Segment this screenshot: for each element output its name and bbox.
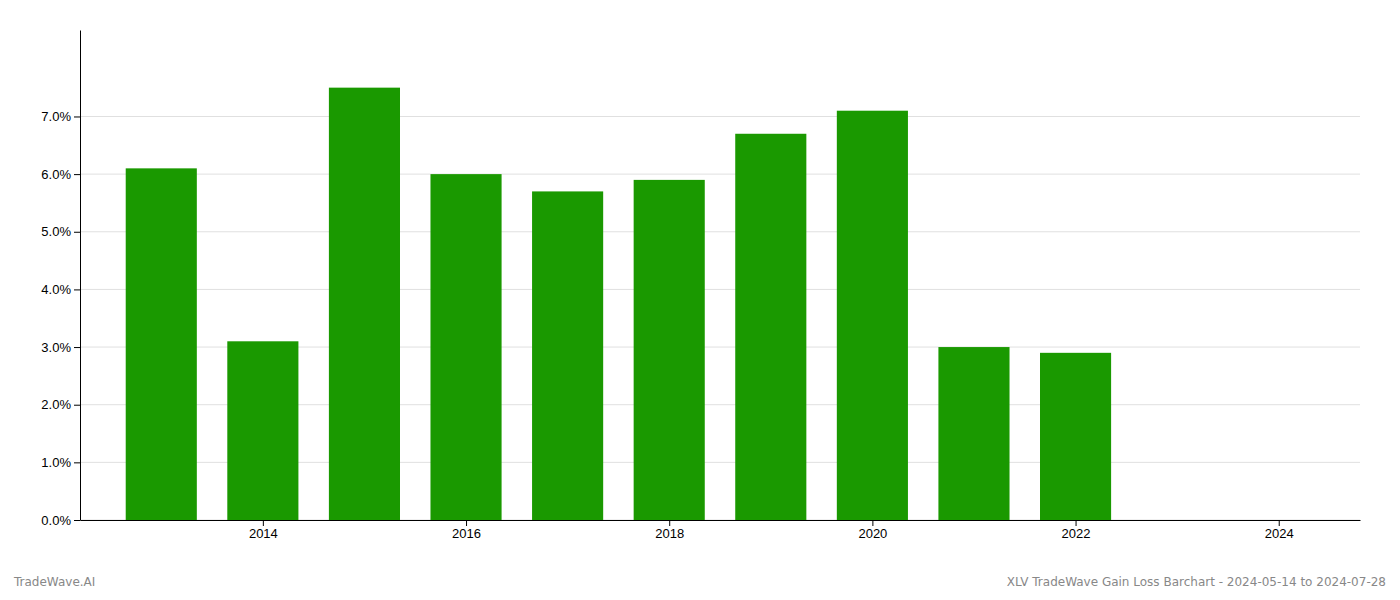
plot-area: 2014 2016 2018 2020 2022 2024 0.0% 1.0% 2.0% 3.0%… xyxy=(41,31,1360,542)
bar xyxy=(1142,520,1213,521)
x-tick-label: 2018 xyxy=(655,526,684,541)
y-axis: 0.0% 1.0% 2.0% 3.0% 4.0% 5.0% 6.0% 7.0% xyxy=(41,31,80,528)
footer-text: XLV TradeWave Gain Loss Barchart - 2024-… xyxy=(1007,575,1386,589)
x-tick: 2018 xyxy=(655,520,684,541)
y-tick-mark xyxy=(74,116,80,117)
y-tick-label: 6.0% xyxy=(41,167,71,182)
bar xyxy=(329,88,400,520)
y-tick: 1.0% xyxy=(41,455,80,470)
y-tick: 7.0% xyxy=(41,109,80,124)
y-tick-label: 0.0% xyxy=(41,513,71,528)
x-tick: 2014 xyxy=(249,520,278,541)
x-tick-label: 2020 xyxy=(858,526,887,541)
x-tick: 2016 xyxy=(452,520,481,541)
y-tick-label: 1.0% xyxy=(41,455,71,470)
grid-line xyxy=(80,174,1360,175)
bar xyxy=(837,111,908,520)
y-tick-mark xyxy=(74,405,80,406)
y-tick: 5.0% xyxy=(41,224,80,239)
y-tick: 0.0% xyxy=(41,513,80,528)
x-tick-mark xyxy=(263,520,264,526)
grid-line xyxy=(80,231,1360,232)
chart: 2014 2016 2018 2020 2022 2024 0.0% 1.0% 2.0% 3.0%… xyxy=(0,0,1400,600)
y-tick-mark xyxy=(74,462,80,463)
x-tick-label: 2014 xyxy=(249,526,278,541)
y-tick: 3.0% xyxy=(41,340,80,355)
bar xyxy=(532,191,603,520)
x-tick-mark xyxy=(872,520,873,526)
y-tick-mark xyxy=(74,289,80,290)
grid-line xyxy=(80,116,1360,117)
y-tick: 6.0% xyxy=(41,167,80,182)
y-axis-line xyxy=(80,31,81,521)
y-tick-label: 2.0% xyxy=(41,397,71,412)
footer: TradeWave.AI XLV TradeWave Gain Loss Barc… xyxy=(13,575,1386,589)
x-tick-mark xyxy=(669,520,670,526)
x-tick-label: 2016 xyxy=(452,526,481,541)
grid xyxy=(80,116,1360,520)
y-tick-mark xyxy=(74,174,80,175)
y-tick-label: 5.0% xyxy=(41,224,71,239)
y-tick: 4.0% xyxy=(41,282,80,297)
bar xyxy=(430,174,501,520)
y-tick-label: 4.0% xyxy=(41,282,71,297)
x-tick: 2022 xyxy=(1062,520,1091,541)
footer-text: TradeWave.AI xyxy=(13,575,95,589)
bar xyxy=(735,134,806,520)
y-tick-mark xyxy=(74,347,80,348)
x-tick-label: 2022 xyxy=(1062,526,1091,541)
bars xyxy=(126,88,1111,520)
grid-line xyxy=(80,289,1360,290)
y-tick-label: 3.0% xyxy=(41,340,71,355)
y-tick-mark xyxy=(74,232,80,233)
bar xyxy=(634,180,705,520)
x-tick-mark xyxy=(1076,520,1077,526)
y-tick: 2.0% xyxy=(41,397,80,412)
bar xyxy=(227,341,298,520)
x-tick: 2020 xyxy=(858,520,887,541)
x-axis: 2014 2016 2018 2020 2022 2024 xyxy=(81,520,1361,541)
bar xyxy=(1040,353,1111,520)
bar xyxy=(938,347,1009,520)
x-tick-label: 2024 xyxy=(1265,526,1294,541)
y-tick-label: 7.0% xyxy=(41,109,71,124)
x-axis-line xyxy=(81,520,1361,521)
x-tick-mark xyxy=(466,520,467,526)
bar xyxy=(126,168,197,520)
y-tick-mark xyxy=(74,520,80,521)
x-tick: 2024 xyxy=(1265,520,1294,541)
x-tick-mark xyxy=(1279,520,1280,526)
